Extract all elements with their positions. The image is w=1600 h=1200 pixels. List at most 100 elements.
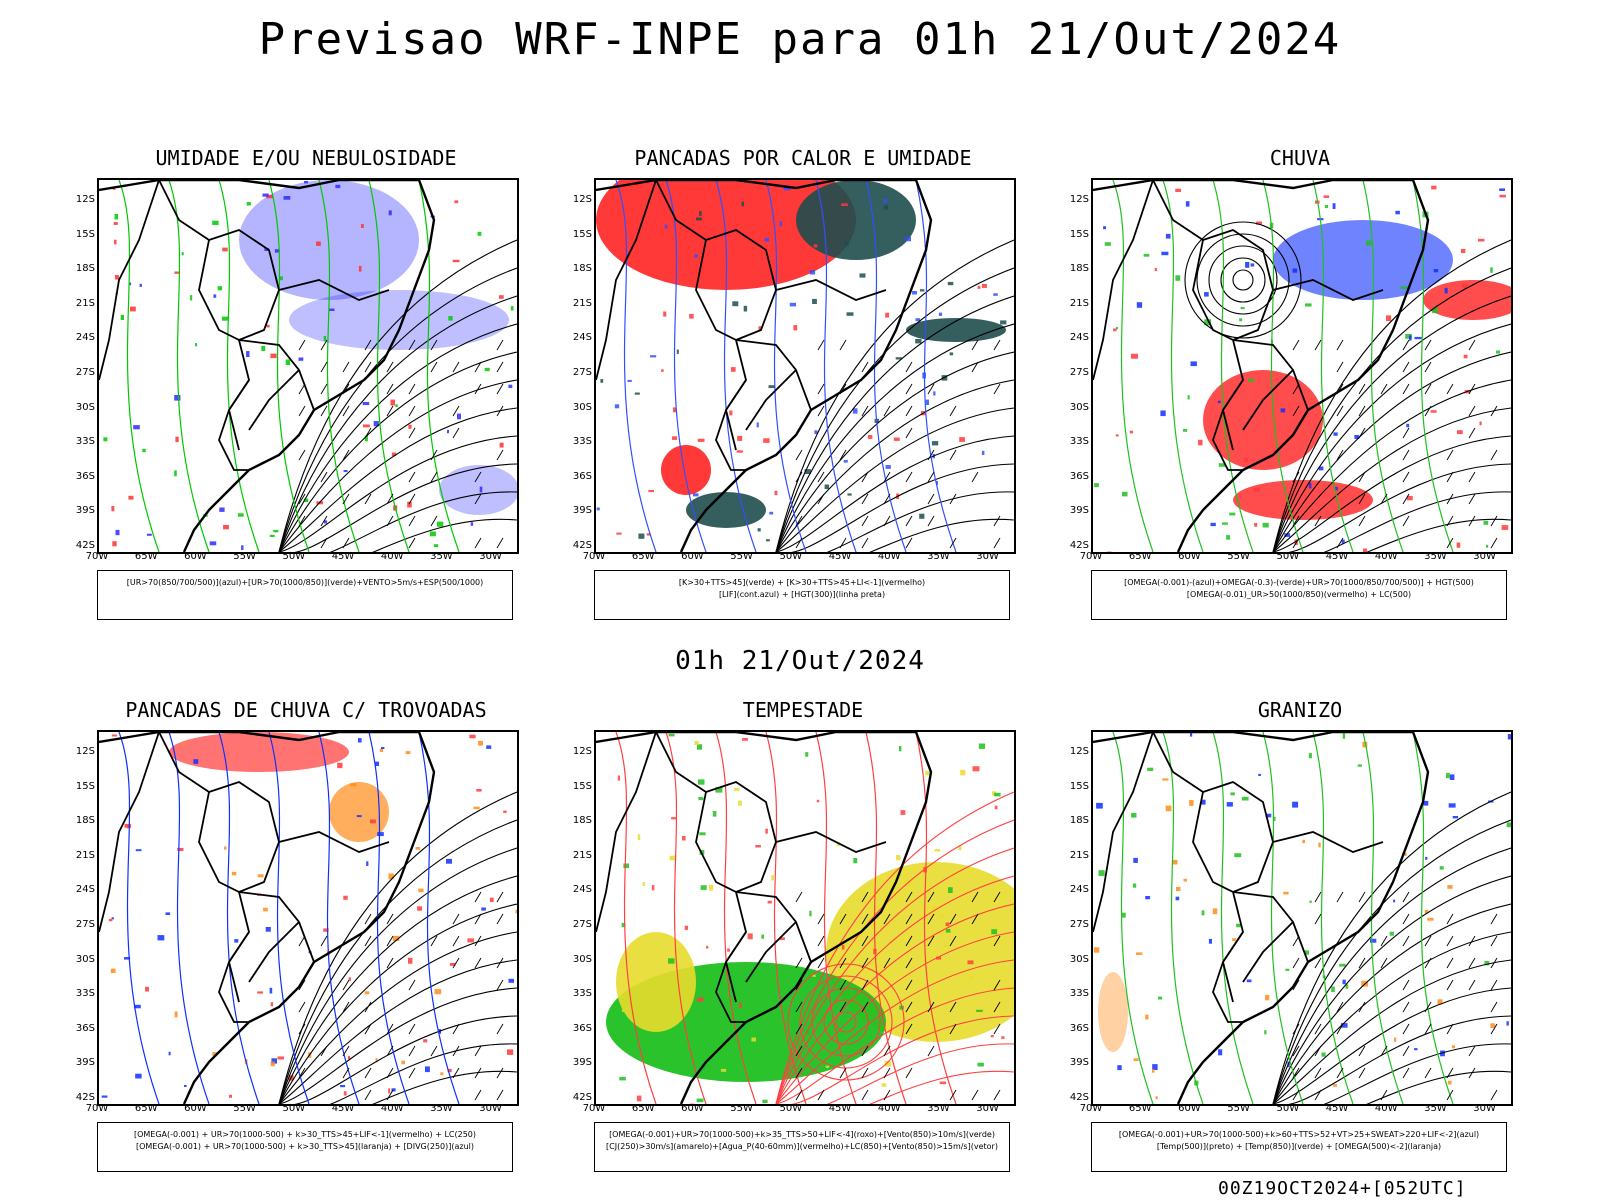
speckle <box>503 810 507 813</box>
wind-arrow <box>861 537 869 549</box>
latitude-label: 21S <box>572 849 592 861</box>
speckle <box>1357 764 1362 767</box>
speckle <box>115 529 120 536</box>
contour <box>1112 732 1154 1104</box>
wind-arrow <box>1358 1001 1366 1013</box>
speckle <box>853 858 858 864</box>
wind-arrow <box>1468 471 1476 483</box>
field-blob <box>439 465 517 515</box>
wind-arrow <box>1446 1067 1454 1079</box>
speckle <box>771 875 774 881</box>
speckle <box>1452 816 1459 819</box>
border <box>278 279 390 301</box>
latitude-label: 18S <box>75 263 95 275</box>
latitude-label: 30S <box>572 401 592 413</box>
speckle <box>945 929 951 933</box>
speckle <box>323 928 329 932</box>
main-title: Previsao WRF-INPE para 01h 21/Out/2024 <box>258 14 1342 65</box>
speckle <box>1414 1048 1418 1051</box>
wind-arrow <box>386 1045 394 1057</box>
closed-contour <box>1196 233 1290 327</box>
contour <box>615 180 657 552</box>
wind-arrow <box>430 339 438 351</box>
speckle <box>1239 318 1243 322</box>
speckle <box>1484 961 1490 966</box>
speckle <box>925 399 929 405</box>
wind-arrow <box>320 405 328 417</box>
wind-arrow <box>1446 935 1454 947</box>
speckle <box>452 259 460 263</box>
speckle <box>1240 307 1245 310</box>
longitude-label: 45W <box>1325 1103 1349 1114</box>
speckle <box>905 236 911 242</box>
speckle <box>883 198 888 204</box>
wind-arrow <box>1446 449 1454 461</box>
speckle <box>449 963 456 966</box>
wind-arrow <box>1490 515 1498 527</box>
speckle <box>881 1083 887 1087</box>
wind-arrow <box>817 383 825 395</box>
contour <box>1312 732 1354 1104</box>
speckle <box>730 367 736 372</box>
panel-title: GRANIZO <box>1257 698 1343 722</box>
forecast-map <box>1091 730 1513 1106</box>
speckle <box>1103 226 1106 230</box>
border <box>99 180 160 381</box>
wind-arrow <box>474 383 482 395</box>
contour <box>775 239 1014 552</box>
contour <box>1262 732 1304 1104</box>
speckle <box>1342 732 1346 739</box>
longitude-label: 65W <box>134 551 158 562</box>
speckle <box>742 738 748 741</box>
speckle <box>1217 400 1221 404</box>
speckle <box>237 513 244 517</box>
field-blob <box>329 782 389 842</box>
wind-arrow <box>883 1089 891 1101</box>
speckle <box>708 884 714 891</box>
wind-arrow <box>905 1023 913 1035</box>
wind-arrow <box>1336 537 1344 549</box>
wind-arrow <box>861 957 869 969</box>
wind-arrow <box>1402 913 1410 925</box>
speckle <box>931 441 939 446</box>
speckle <box>181 252 184 256</box>
speckle <box>356 815 362 818</box>
speckle <box>1131 813 1137 818</box>
border <box>238 339 315 411</box>
speckle <box>825 1065 830 1068</box>
wind-arrow <box>430 449 438 461</box>
contour <box>278 239 517 552</box>
latitude-label: 24S <box>75 884 95 896</box>
wind-arrow <box>1336 1023 1344 1035</box>
speckle <box>1393 899 1396 903</box>
wind-arrow <box>861 979 869 991</box>
forecast-map <box>97 178 519 554</box>
speckle <box>133 1004 141 1009</box>
speckle <box>241 545 244 550</box>
speckle <box>693 493 699 497</box>
wind-arrow <box>1292 1045 1300 1057</box>
speckle <box>434 989 442 995</box>
speckle <box>1131 353 1138 359</box>
wind-arrow <box>1468 957 1476 969</box>
latitude-label: 36S <box>75 1022 95 1034</box>
speckle <box>1309 900 1312 903</box>
speckle <box>664 224 668 229</box>
border <box>596 180 657 381</box>
contour <box>1272 295 1511 552</box>
wind-arrow <box>298 1067 306 1079</box>
latitude-label: 15S <box>75 780 95 792</box>
wind-arrow <box>1490 405 1498 417</box>
speckle <box>222 247 228 252</box>
speckle <box>1333 432 1338 436</box>
speckle <box>114 239 117 245</box>
contour <box>1272 379 1511 552</box>
latitude-label: 33S <box>75 436 95 448</box>
speckle <box>944 945 950 948</box>
speckle <box>193 759 199 764</box>
wind-arrow <box>1468 515 1476 527</box>
speckle <box>945 922 950 927</box>
latitude-label: 27S <box>75 367 95 378</box>
wind-arrow <box>1380 935 1388 947</box>
speckle <box>1433 269 1439 273</box>
